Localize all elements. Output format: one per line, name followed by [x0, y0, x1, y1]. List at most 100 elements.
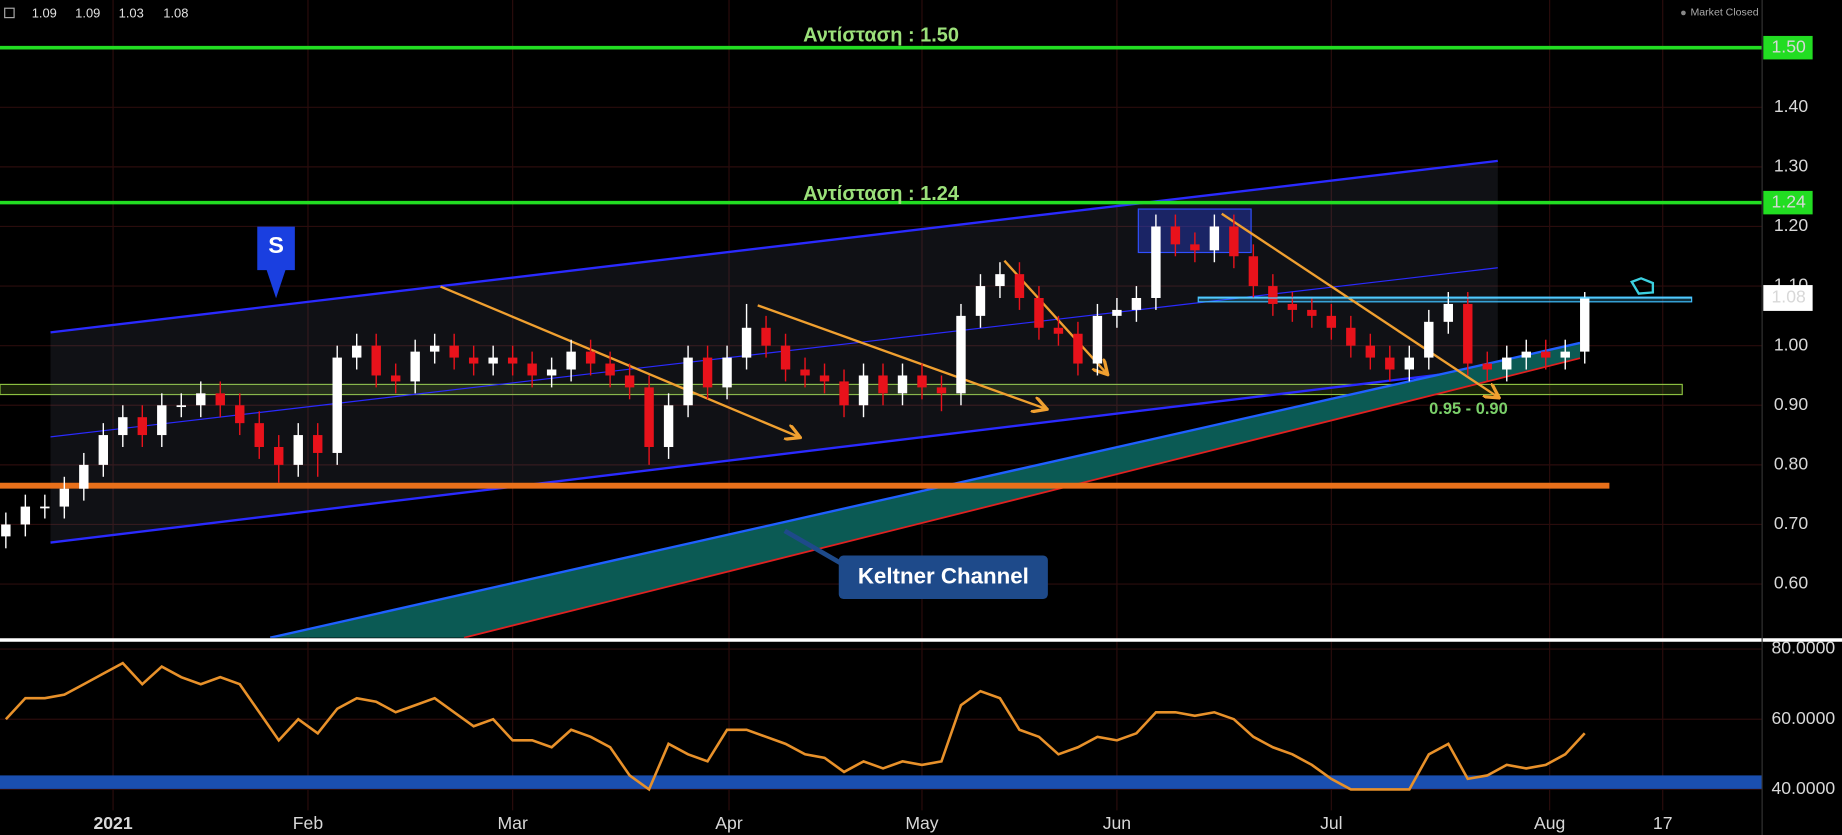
candle-body	[157, 405, 167, 436]
legend-value: 1.03	[119, 6, 144, 21]
candle-body	[1541, 351, 1551, 358]
candle-body	[235, 405, 245, 424]
candle-body	[1, 524, 11, 537]
candle-body	[488, 357, 498, 364]
candle-body	[546, 369, 557, 376]
candle-body	[118, 417, 128, 436]
y-tick-label: 1.40	[1774, 96, 1808, 116]
signal-marker	[257, 226, 295, 299]
candle-body	[1170, 226, 1181, 245]
candle-body	[1014, 274, 1025, 298]
candle-body	[527, 363, 537, 376]
candle-body	[1463, 303, 1473, 364]
candle-body	[1385, 357, 1395, 370]
level-tag-label: 1.50	[1772, 36, 1806, 56]
candle-body	[429, 345, 440, 352]
candle-body	[449, 345, 459, 358]
candle-body	[585, 351, 596, 364]
candle-body	[741, 327, 752, 358]
last-price-label: 1.08	[1772, 287, 1806, 307]
candle-body	[274, 446, 284, 465]
candle-body	[59, 488, 70, 507]
arrow	[440, 285, 799, 437]
channel-upper	[50, 159, 1498, 334]
x-tick-label: 17	[1653, 813, 1673, 833]
candle-body	[215, 393, 225, 406]
x-tick-label: Apr	[715, 813, 743, 833]
x-tick-label: 2021	[93, 813, 132, 833]
cursor-icon	[1629, 277, 1655, 295]
y-tick-label: 1.20	[1774, 215, 1808, 235]
candle-body	[1073, 333, 1083, 364]
legend-value: 1.09	[32, 6, 57, 21]
candle-body	[507, 357, 518, 364]
legend-value: 1.08	[163, 6, 188, 21]
rsi-line	[4, 661, 1586, 792]
channel-lower	[50, 366, 1498, 544]
candle-body	[254, 423, 264, 447]
x-tick-label: Mar	[497, 813, 527, 833]
candle-body	[761, 327, 771, 346]
arrow	[1221, 212, 1498, 397]
candle-body	[858, 375, 869, 406]
candle-body	[1404, 357, 1415, 370]
candle-body	[1307, 309, 1317, 316]
candle-body	[293, 435, 303, 465]
candle-body	[1112, 309, 1122, 316]
candle-body	[1287, 303, 1298, 310]
candle-body	[917, 375, 927, 388]
candle-body	[897, 375, 908, 394]
keltner-upper	[269, 341, 1581, 638]
level-tag-label: 1.24	[1772, 191, 1806, 211]
keltner-lower	[463, 357, 1581, 638]
candle-body	[1151, 226, 1161, 298]
price-zone	[1197, 296, 1693, 303]
candle-body	[371, 345, 381, 376]
candle-body	[176, 405, 186, 408]
y-tick-label: 1.30	[1774, 156, 1808, 176]
last-price-tag	[1763, 285, 1813, 311]
annotation: 0.95 - 0.90	[1429, 400, 1508, 418]
candle-body	[468, 357, 479, 364]
candle-body	[1268, 286, 1278, 304]
y-tick-label: 80.0000	[1772, 638, 1836, 658]
candle-body	[605, 363, 615, 376]
candle-body	[1190, 244, 1200, 251]
candle-body	[1034, 297, 1044, 328]
candle-body	[1365, 345, 1376, 358]
annotation: Αντίσταση : 1.50	[803, 25, 959, 47]
x-tick-label: Jul	[1320, 813, 1343, 833]
candle-body	[975, 286, 986, 316]
candle-body	[98, 435, 109, 465]
candle-body	[663, 405, 674, 447]
candle-body	[137, 417, 147, 436]
candle-body	[1521, 351, 1531, 358]
candle-body	[1131, 297, 1142, 310]
candle-body	[1092, 315, 1103, 364]
annotation: Keltner Channel	[858, 564, 1029, 589]
candle-body	[624, 375, 635, 388]
y-tick-label: 0.60	[1774, 573, 1808, 593]
y-tick-label: 60.0000	[1772, 708, 1836, 728]
status-dot	[1681, 10, 1686, 16]
candle-body	[196, 393, 206, 406]
candle-body	[566, 351, 576, 370]
candle-body	[956, 315, 966, 394]
arrow	[757, 304, 1046, 408]
candle-body	[1053, 327, 1064, 334]
candle-body	[722, 357, 732, 388]
y-tick-label: 1.00	[1774, 334, 1808, 354]
candle-body	[644, 387, 654, 447]
candle-body	[332, 357, 342, 453]
collapse-icon[interactable]	[4, 7, 15, 19]
callout-box	[838, 555, 1048, 599]
legend-value: 1.09	[75, 6, 100, 21]
candle-body	[1248, 256, 1259, 287]
candle-body	[313, 435, 323, 453]
x-tick-label: May	[905, 813, 938, 833]
annotation: Αντίσταση : 1.24	[803, 183, 959, 205]
candle-body	[79, 464, 89, 489]
candle-body	[1229, 226, 1239, 257]
y-tick-label: 0.80	[1774, 454, 1808, 474]
